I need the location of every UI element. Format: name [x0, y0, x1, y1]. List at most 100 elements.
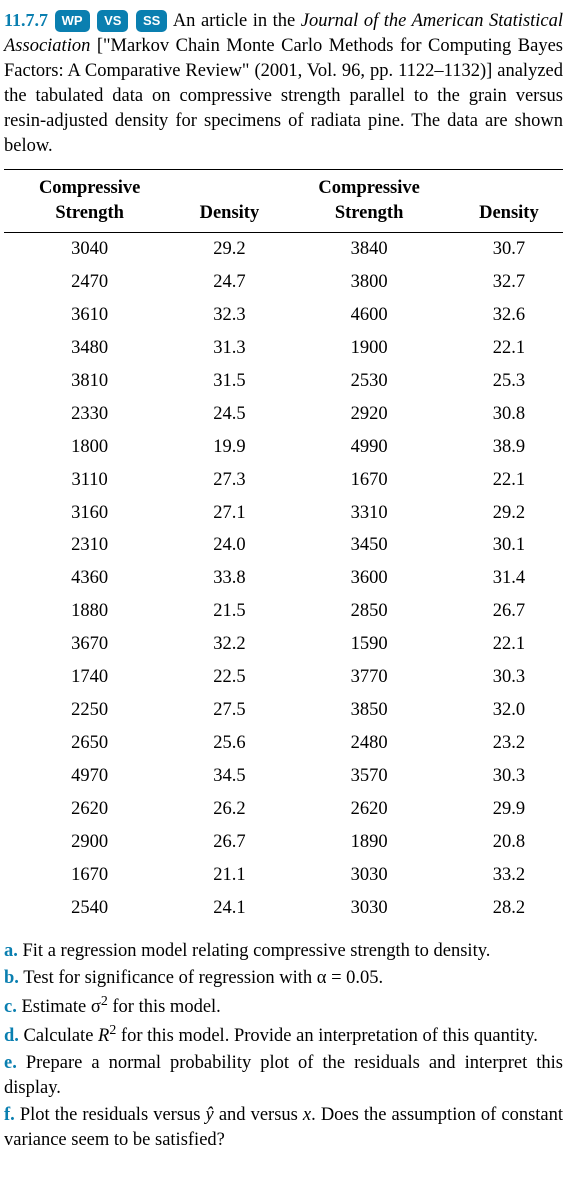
- q-c-pre: Estimate σ: [17, 997, 101, 1017]
- table-cell: 32.6: [455, 299, 563, 332]
- table-cell: 25.6: [175, 727, 283, 760]
- q-b-label: b.: [4, 968, 19, 988]
- table-cell: 2250: [4, 694, 175, 727]
- badge-vs: VS: [97, 10, 128, 32]
- questions-block: a. Fit a regression model relating compr…: [4, 939, 563, 1153]
- table-cell: 3480: [4, 332, 175, 365]
- q-c-sup: 2: [101, 994, 108, 1009]
- table-cell: 4600: [283, 299, 454, 332]
- table-row: 167021.1303033.2: [4, 859, 563, 892]
- table-cell: 26.2: [175, 793, 283, 826]
- table-cell: 3310: [283, 497, 454, 530]
- table-cell: 24.5: [175, 398, 283, 431]
- table-cell: 22.1: [455, 628, 563, 661]
- table-row: 311027.3167022.1: [4, 464, 563, 497]
- table-cell: 26.7: [455, 595, 563, 628]
- table-cell: 2530: [283, 365, 454, 398]
- table-cell: 3030: [283, 892, 454, 925]
- table-cell: 22.5: [175, 661, 283, 694]
- table-cell: 20.8: [455, 826, 563, 859]
- table-cell: 25.3: [455, 365, 563, 398]
- table-row: 254024.1303028.2: [4, 892, 563, 925]
- table-cell: 30.3: [455, 661, 563, 694]
- table-cell: 1670: [4, 859, 175, 892]
- q-f-label: f.: [4, 1105, 15, 1125]
- table-row: 436033.8360031.4: [4, 562, 563, 595]
- q-f-mid: and versus: [214, 1105, 303, 1125]
- problem-number: 11.7.7: [4, 10, 48, 30]
- q-d-R: R: [98, 1026, 109, 1046]
- table-cell: 30.7: [455, 232, 563, 265]
- q-d-label: d.: [4, 1026, 19, 1046]
- table-cell: 1900: [283, 332, 454, 365]
- q-a-text: Fit a regression model relating compress…: [18, 941, 491, 961]
- table-cell: 2480: [283, 727, 454, 760]
- cs-line2: Strength: [55, 203, 124, 223]
- table-cell: 3600: [283, 562, 454, 595]
- table-row: 348031.3190022.1: [4, 332, 563, 365]
- table-row: 174022.5377030.3: [4, 661, 563, 694]
- table-cell: 21.5: [175, 595, 283, 628]
- table-row: 367032.2159022.1: [4, 628, 563, 661]
- table-row: 225027.5385032.0: [4, 694, 563, 727]
- q-b-text: Test for significance of regression with…: [19, 968, 383, 988]
- col-header-d1: Density: [175, 169, 283, 232]
- table-cell: 28.2: [455, 892, 563, 925]
- q-c-label: c.: [4, 997, 17, 1017]
- table-cell: 31.4: [455, 562, 563, 595]
- table-row: 231024.0345030.1: [4, 529, 563, 562]
- table-cell: 2850: [283, 595, 454, 628]
- table-cell: 27.3: [175, 464, 283, 497]
- table-cell: 4990: [283, 431, 454, 464]
- table-cell: 2330: [4, 398, 175, 431]
- table-cell: 3610: [4, 299, 175, 332]
- table-cell: 26.7: [175, 826, 283, 859]
- table-row: 262026.2262029.9: [4, 793, 563, 826]
- intro-text-1: An article in the: [173, 11, 301, 31]
- table-cell: 29.2: [455, 497, 563, 530]
- table-row: 188021.5285026.7: [4, 595, 563, 628]
- table-cell: 3770: [283, 661, 454, 694]
- badge-ss: SS: [136, 10, 167, 32]
- table-row: 361032.3460032.6: [4, 299, 563, 332]
- table-cell: 3840: [283, 232, 454, 265]
- table-cell: 2620: [283, 793, 454, 826]
- table-cell: 33.2: [455, 859, 563, 892]
- badge-wp: WP: [55, 10, 90, 32]
- table-cell: 24.1: [175, 892, 283, 925]
- table-cell: 2900: [4, 826, 175, 859]
- cs-line1: Compressive: [39, 178, 140, 198]
- q-e-text: Prepare a normal probability plot of the…: [4, 1053, 563, 1098]
- table-row: 247024.7380032.7: [4, 266, 563, 299]
- table-cell: 32.7: [455, 266, 563, 299]
- table-cell: 31.3: [175, 332, 283, 365]
- table-cell: 1890: [283, 826, 454, 859]
- table-cell: 3030: [283, 859, 454, 892]
- q-e-label: e.: [4, 1053, 17, 1073]
- table-row: 180019.9499038.9: [4, 431, 563, 464]
- table-cell: 30.3: [455, 760, 563, 793]
- q-c-post: for this model.: [108, 997, 221, 1017]
- table-cell: 34.5: [175, 760, 283, 793]
- q-f-yhat: ŷ: [206, 1105, 214, 1125]
- table-cell: 2920: [283, 398, 454, 431]
- data-table: Compressive Strength Density Compressive…: [4, 169, 563, 925]
- table-cell: 22.1: [455, 332, 563, 365]
- table-cell: 3110: [4, 464, 175, 497]
- q-f-pre: Plot the residuals versus: [15, 1105, 206, 1125]
- table-cell: 29.9: [455, 793, 563, 826]
- table-cell: 3570: [283, 760, 454, 793]
- table-cell: 19.9: [175, 431, 283, 464]
- col-header-d2: Density: [455, 169, 563, 232]
- table-cell: 31.5: [175, 365, 283, 398]
- table-row: 290026.7189020.8: [4, 826, 563, 859]
- cs-line1b: Compressive: [318, 178, 419, 198]
- cs-line2b: Strength: [335, 203, 404, 223]
- table-cell: 24.0: [175, 529, 283, 562]
- table-cell: 30.8: [455, 398, 563, 431]
- table-cell: 22.1: [455, 464, 563, 497]
- table-cell: 32.3: [175, 299, 283, 332]
- table-cell: 3040: [4, 232, 175, 265]
- table-cell: 2470: [4, 266, 175, 299]
- table-cell: 1670: [283, 464, 454, 497]
